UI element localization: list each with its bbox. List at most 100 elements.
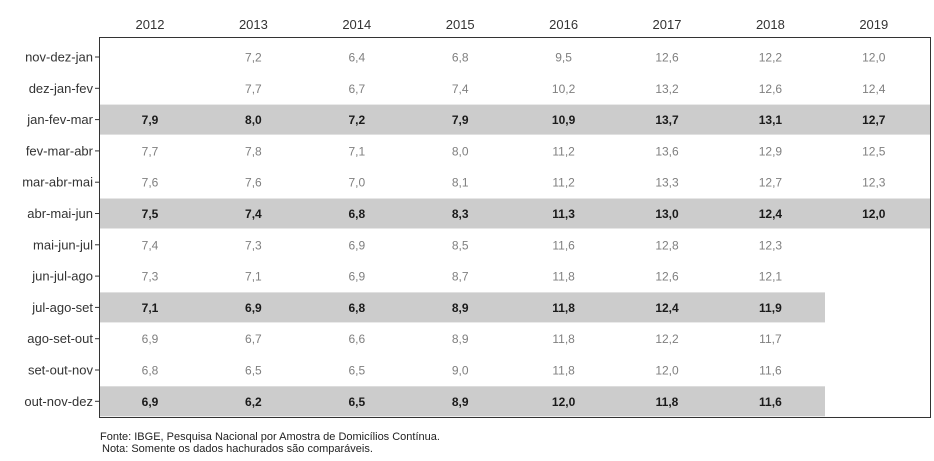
cell-value: 8,9 <box>452 395 469 409</box>
cell-value: 7,4 <box>245 207 262 221</box>
cell-value: 6,9 <box>245 301 262 315</box>
cell-value: 7,7 <box>245 82 262 96</box>
cell-value: 7,1 <box>245 270 262 284</box>
row-label: dez-jan-fev <box>29 81 94 96</box>
cell-value: 6,6 <box>348 332 365 346</box>
cell-value: 8,9 <box>452 301 469 315</box>
cell-value: 9,5 <box>555 51 572 65</box>
cell-value: 8,0 <box>452 144 469 158</box>
cell-value: 6,5 <box>348 395 365 409</box>
cell-value: 7,4 <box>142 238 159 252</box>
cell-value: 11,8 <box>552 301 575 315</box>
cell-value: 6,8 <box>348 301 365 315</box>
cell-value: 12,6 <box>655 51 679 65</box>
cell-value: 8,3 <box>452 207 469 221</box>
cell-value: 7,2 <box>348 113 365 127</box>
row-label: ago-set-out <box>27 331 93 346</box>
row-label: jul-ago-set <box>31 300 93 315</box>
cell-value: 7,6 <box>142 176 159 190</box>
year-label: 2018 <box>756 17 785 32</box>
cell-value: 6,8 <box>452 51 469 65</box>
row-label: nov-dez-jan <box>25 50 93 65</box>
cell-value: 12,3 <box>862 176 886 190</box>
cell-value: 11,8 <box>656 395 679 409</box>
cell-value: 6,4 <box>348 51 365 65</box>
cell-value: 7,1 <box>348 144 365 158</box>
year-label: 2012 <box>136 17 165 32</box>
cell-value: 11,6 <box>552 238 575 252</box>
year-label: 2015 <box>446 17 475 32</box>
highlight-band <box>99 198 931 229</box>
cell-value: 12,2 <box>759 51 783 65</box>
cell-value: 7,2 <box>245 51 262 65</box>
year-label: 2017 <box>653 17 682 32</box>
cell-value: 7,1 <box>142 301 159 315</box>
highlight-band <box>99 386 825 417</box>
cell-value: 6,5 <box>245 364 262 378</box>
cell-value: 12,9 <box>759 144 783 158</box>
cell-value: 7,9 <box>452 113 469 127</box>
cell-value: 6,8 <box>142 364 159 378</box>
cell-value: 12,0 <box>862 51 886 65</box>
cell-value: 11,8 <box>552 364 575 378</box>
cell-value: 8,1 <box>452 176 469 190</box>
cell-value: 6,9 <box>348 270 365 284</box>
cell-value: 6,2 <box>245 395 262 409</box>
cell-value: 9,0 <box>452 364 469 378</box>
cell-value: 8,5 <box>452 238 469 252</box>
cell-value: 7,0 <box>348 176 365 190</box>
cell-value: 7,9 <box>142 113 159 127</box>
cell-value: 6,7 <box>348 82 365 96</box>
cell-value: 7,3 <box>142 270 159 284</box>
cell-value: 12,0 <box>862 207 886 221</box>
cell-value: 7,5 <box>142 207 159 221</box>
cell-value: 11,9 <box>759 301 782 315</box>
cell-value: 8,9 <box>452 332 469 346</box>
year-label: 2016 <box>549 17 578 32</box>
row-label: jun-jul-ago <box>31 269 93 284</box>
cell-value: 11,6 <box>759 395 782 409</box>
cell-value: 12,7 <box>862 113 886 127</box>
cell-value: 7,6 <box>245 176 262 190</box>
highlight-band <box>99 292 825 323</box>
cell-value: 6,5 <box>348 364 365 378</box>
row-label: fev-mar-abr <box>26 143 94 158</box>
comparability-note: Nota: Somente os dados hachurados são co… <box>102 443 373 455</box>
source-note: Fonte: IBGE, Pesquisa Nacional por Amost… <box>100 431 440 443</box>
cell-value: 7,8 <box>245 144 262 158</box>
row-label: mar-abr-mai <box>22 175 93 190</box>
cell-value: 11,2 <box>552 144 575 158</box>
year-label: 2014 <box>342 17 371 32</box>
cell-value: 11,8 <box>552 270 575 284</box>
row-label: set-out-nov <box>28 363 94 378</box>
cell-value: 10,2 <box>552 82 576 96</box>
panel-border <box>99 37 931 418</box>
cell-value: 11,2 <box>552 176 575 190</box>
row-label: abr-mai-jun <box>27 206 93 221</box>
cell-value: 6,9 <box>142 332 159 346</box>
row-label: jan-fev-mar <box>26 112 93 127</box>
cell-value: 6,8 <box>348 207 365 221</box>
row-label: out-nov-dez <box>24 394 93 409</box>
cell-value: 6,9 <box>142 395 159 409</box>
year-label: 2013 <box>239 17 268 32</box>
cell-value: 11,6 <box>759 364 782 378</box>
cell-value: 8,7 <box>452 270 469 284</box>
cell-value: 8,0 <box>245 113 262 127</box>
cell-value: 13,0 <box>655 207 679 221</box>
cell-value: 13,3 <box>655 176 679 190</box>
cell-value: 13,2 <box>655 82 679 96</box>
cell-value: 6,9 <box>348 238 365 252</box>
cell-value: 11,7 <box>759 332 782 346</box>
cell-value: 7,3 <box>245 238 262 252</box>
cell-value: 12,0 <box>552 395 576 409</box>
cell-value: 7,7 <box>142 144 159 158</box>
cell-value: 12,7 <box>759 176 783 190</box>
cell-value: 12,5 <box>862 144 886 158</box>
cell-value: 12,6 <box>759 82 783 96</box>
cell-value: 12,8 <box>655 238 679 252</box>
row-label: mai-jun-jul <box>33 237 93 252</box>
year-label: 2019 <box>859 17 888 32</box>
cell-value: 10,9 <box>552 113 576 127</box>
cell-value: 12,4 <box>759 207 783 221</box>
